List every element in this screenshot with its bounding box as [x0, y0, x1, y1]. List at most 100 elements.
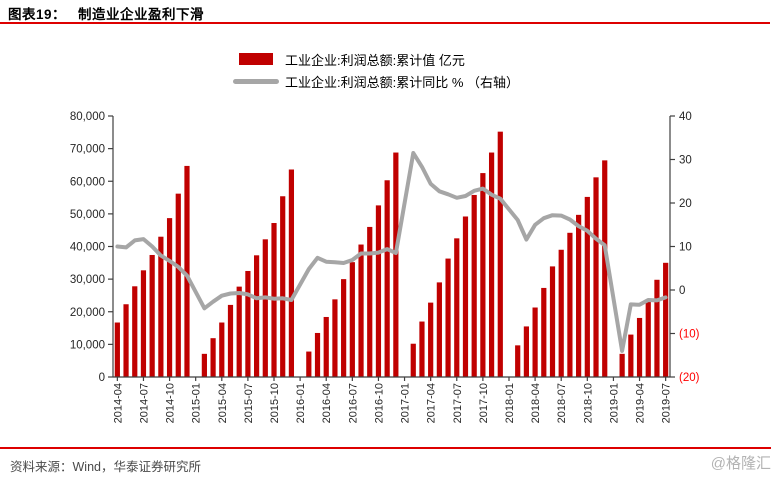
x-axis-label: 2018-10: [582, 383, 594, 423]
profit-bar: [149, 254, 155, 377]
profit-bar: [436, 282, 442, 377]
left-axis-label: 80,000: [70, 111, 105, 123]
profit-bar: [515, 345, 521, 377]
profit-bar: [314, 332, 321, 377]
profit-bar: [114, 322, 120, 377]
profit-bar: [593, 177, 599, 377]
profit-bar: [445, 258, 451, 377]
profit-bar: [645, 299, 651, 377]
profit-bar: [158, 236, 164, 377]
page-title: 图表19： 制造业企业盈利下滑: [8, 3, 204, 23]
legend-item-profit-yoy: 工业企业:利润总额:累计同比 % （右轴）: [231, 70, 519, 92]
profit-bar: [393, 152, 399, 377]
profit-bar: [602, 160, 608, 377]
footer-rule: [0, 447, 771, 449]
legend-item-profit-total: 工业企业:利润总额:累计值 亿元: [231, 48, 519, 70]
profit-bar: [419, 321, 425, 377]
profit-bar: [341, 279, 347, 378]
x-axis-label: 2019-04: [635, 383, 647, 423]
x-axis-label: 2014-10: [165, 383, 177, 423]
profit-bar: [245, 270, 251, 377]
profit-bar: [410, 343, 416, 377]
profit-bar: [636, 317, 643, 377]
x-axis-label: 2017-04: [426, 383, 438, 423]
chart-legend: 工业企业:利润总额:累计值 亿元 工业企业:利润总额:累计同比 % （右轴）: [231, 48, 519, 92]
x-axis-label: 2015-04: [217, 383, 229, 423]
profit-bar: [306, 351, 312, 377]
profit-bar: [367, 226, 373, 377]
profit-bar: [576, 214, 582, 377]
profit-bar: [663, 262, 669, 377]
left-axis-label: 50,000: [70, 209, 105, 221]
right-axis-label: (20): [679, 372, 700, 384]
line-series-swatch: [233, 78, 279, 84]
profit-bar: [140, 270, 147, 377]
profit-bar: [549, 266, 556, 377]
profit-bar: [480, 173, 486, 377]
x-axis-label: 2015-01: [191, 383, 203, 423]
profit-bar: [227, 304, 234, 377]
profit-bar: [210, 338, 216, 377]
left-axis-label: 30,000: [70, 274, 105, 286]
x-axis-label: 2017-07: [452, 383, 464, 423]
title-underline: [0, 22, 770, 24]
x-axis-label: 2017-10: [478, 383, 490, 423]
profit-bar: [184, 165, 190, 377]
legend-label-line-series: 工业企业:利润总额:累计同比 % （右轴）: [285, 74, 520, 90]
left-axis-label: 40,000: [70, 242, 105, 254]
profit-bar: [123, 304, 129, 377]
x-axis-label: 2016-07: [347, 383, 359, 423]
left-axis-label: 60,000: [70, 176, 105, 188]
yoy-line: [115, 151, 668, 353]
profit-bar: [654, 279, 660, 377]
x-axis-label: 2014-04: [112, 383, 124, 423]
x-axis-label: 2018-07: [556, 383, 568, 423]
profit-bar: [567, 232, 573, 377]
bar-series-swatch-wrap: [231, 53, 281, 65]
watermark: @格隆汇: [710, 455, 771, 472]
profit-bar: [254, 255, 260, 377]
profit-bar: [541, 287, 547, 377]
profit-bar: [349, 262, 355, 377]
profit-bar: [262, 239, 268, 377]
profit-bar: [462, 216, 469, 377]
bar-series-swatch: [239, 53, 273, 65]
x-axis-label: 2016-10: [373, 383, 385, 423]
x-axis-label: 2017-01: [400, 383, 412, 423]
x-axis-label: 2015-10: [269, 383, 281, 423]
x-axis-label: 2019-01: [608, 383, 620, 423]
profit-bar: [132, 286, 138, 377]
x-axis-label: 2015-07: [243, 383, 255, 423]
source-note: 资料来源：Wind，华泰证券研究所: [10, 460, 201, 474]
x-axis-label: 2016-04: [321, 383, 333, 423]
figure-number-label: 图表19：: [8, 7, 67, 22]
left-axis-label: 10,000: [70, 339, 105, 351]
profit-bar: [175, 193, 181, 377]
profit-bar: [523, 326, 529, 377]
line-series-swatch-wrap: [231, 78, 281, 84]
right-axis-label: (10): [679, 329, 700, 341]
profit-bar: [532, 307, 538, 377]
x-axis-label: 2018-01: [504, 383, 516, 423]
profit-bar: [219, 322, 225, 377]
x-axis-label: 2019-07: [661, 383, 673, 423]
profit-bar: [166, 218, 173, 377]
profit-bar: [236, 286, 242, 377]
profit-bar: [375, 205, 382, 377]
left-axis-label: 70,000: [70, 144, 105, 156]
x-axis-label: 2018-04: [530, 383, 542, 423]
right-axis-label: 40: [679, 111, 692, 123]
profit-bar: [471, 194, 477, 377]
profit-bar: [358, 244, 364, 377]
figure-title-text: 制造业企业盈利下滑: [78, 7, 205, 22]
profit-bar: [201, 353, 207, 377]
profit-bar: [454, 238, 460, 377]
legend-label-bar-series: 工业企业:利润总额:累计值 亿元: [285, 52, 465, 68]
right-axis-label: 10: [679, 242, 692, 254]
x-axis-label: 2014-07: [139, 383, 151, 423]
profit-bar: [628, 334, 634, 377]
right-axis-label: 20: [679, 198, 692, 210]
x-axis-label: 2016-01: [295, 383, 307, 423]
